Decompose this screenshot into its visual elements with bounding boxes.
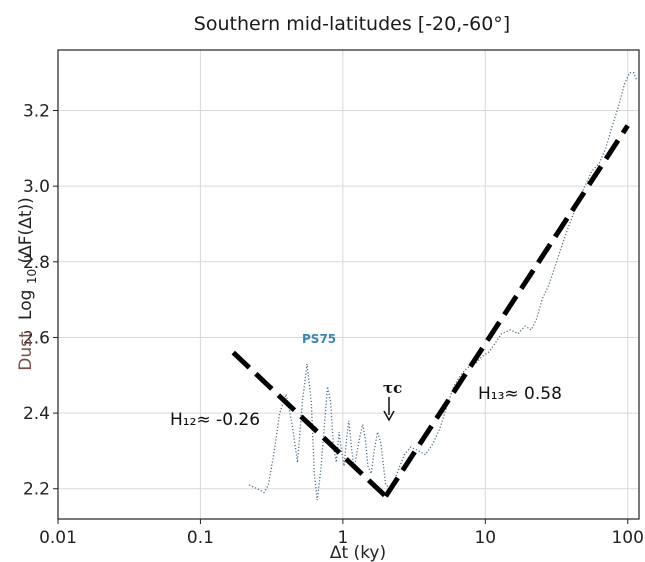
h12-annotation: H₁₂≈ -0.26	[170, 410, 260, 430]
x-tick-label-4: 100	[611, 528, 643, 548]
svg-text:Dust Log 10: Dust Log 10 (ΔF(Δt))	[16, 197, 41, 371]
tau-c-arrow-head	[383, 410, 395, 422]
x-tick-label-1: 0.1	[187, 528, 214, 548]
tau-c-label: τc	[383, 379, 402, 397]
y-tick-label-1: 2.4	[23, 404, 50, 424]
y-ticks: 2.2 2.4 2.6 2.8 3.0 3.2	[23, 102, 58, 500]
x-ticks: 0.01 0.1 1 10 100	[39, 519, 644, 548]
h13-annotation: H₁₃≈ 0.58	[478, 384, 562, 404]
ps75-label: PS75	[302, 332, 336, 346]
x-tick-label-0: 0.01	[39, 528, 77, 548]
x-axis-label: Δt (ky)	[330, 543, 386, 562]
h13-fit-line	[383, 124, 630, 498]
y-axis-label-sub: 10	[25, 269, 39, 284]
y-tick-label-2: 2.6	[23, 328, 50, 348]
chart-title: Southern mid-latitudes [-20,-60°]	[194, 13, 510, 35]
series-group	[231, 72, 638, 501]
y-tick-label-5: 3.2	[23, 102, 50, 122]
y-axis-label-arg: (ΔF(Δt))	[16, 197, 36, 263]
y-axis-label-log: Log	[16, 290, 36, 320]
x-tick-label-2: 1	[337, 528, 348, 548]
h12-fit-line	[231, 350, 388, 499]
y-tick-label-0: 2.2	[23, 480, 50, 500]
y-axis-label: Dust Log 10 (ΔF(Δt))	[16, 197, 41, 371]
y-axis-label-prefix: Dust	[16, 331, 36, 371]
plot-frame	[57, 49, 640, 520]
y-tick-label-4: 3.0	[23, 177, 50, 197]
y-tick-label-3: 2.8	[23, 253, 50, 273]
grid	[57, 50, 639, 519]
x-tick-label-3: 10	[474, 528, 496, 548]
ps75-series-line	[248, 72, 638, 501]
